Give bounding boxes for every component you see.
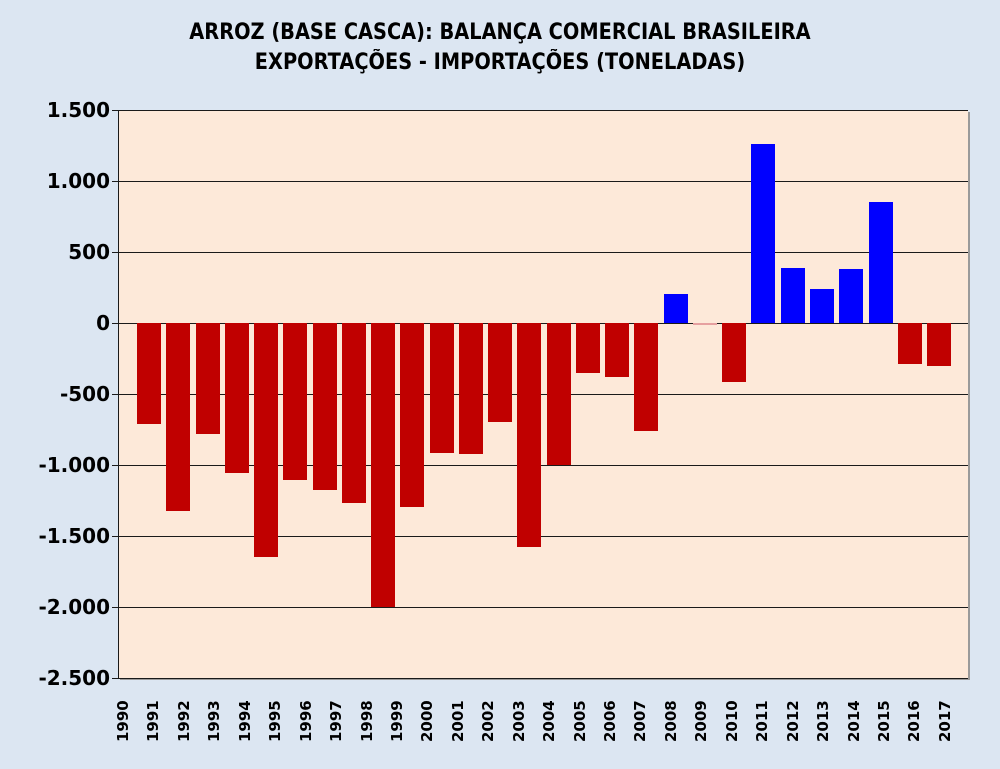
x-tick-label: 1996 [296,700,315,742]
bar-1995 [283,323,308,480]
bar-2007 [634,323,659,431]
y-tick-label: 1.500 [46,98,110,122]
bar-2013 [809,289,834,323]
gridline [118,252,968,253]
gridline [118,465,968,466]
y-tick-label: -1.500 [38,524,110,548]
bar-2001 [458,323,483,455]
y-tick-label: 500 [68,240,110,264]
bar-2010 [722,323,747,383]
bar-1991 [166,323,191,512]
y-tick-label: 1.000 [46,169,110,193]
x-tick-label: 2002 [479,700,498,742]
bar-2017 [927,323,952,367]
y-tick [112,536,118,537]
gridline [118,110,968,111]
x-tick-label: 1993 [205,700,224,742]
bar-2000 [429,323,454,454]
bar-2014 [839,269,864,323]
x-tick-label: 1994 [235,700,254,742]
x-tick-label: 2013 [814,700,833,742]
bar-1992 [195,323,220,435]
bar-1998 [371,323,396,608]
y-tick [112,323,118,324]
x-tick-label: 2008 [661,700,680,742]
x-tick-label: 2007 [631,700,650,742]
x-tick-label: 2017 [935,700,954,742]
y-tick [112,607,118,608]
y-tick-label: -2.000 [38,595,110,619]
bar-2016 [897,323,922,365]
plot-area [112,110,968,679]
bar-1996 [312,323,337,490]
x-tick-label: 2003 [509,700,528,742]
y-tick [112,394,118,395]
bar-2015 [868,201,893,323]
y-tick-label: -500 [59,382,110,406]
x-tick-label: 1995 [266,700,285,742]
gridline [118,607,968,608]
x-tick-label: 2005 [570,700,589,742]
y-tick [112,678,118,679]
y-tick-label: 0 [96,311,110,335]
x-tick-label: 2004 [540,700,559,742]
gridline [118,323,968,324]
x-tick-label: 1991 [144,700,163,742]
y-tick [112,252,118,253]
x-tick-label: 1998 [357,700,376,742]
x-tick-label: 2000 [418,700,437,742]
bar-2012 [780,268,805,323]
bar-2005 [575,323,600,373]
chart-title: ARROZ (BASE CASCA): BALANÇA COMERCIAL BR… [189,20,811,45]
bar-1993 [224,323,249,473]
bar-2008 [663,294,688,323]
bar-2009 [692,323,717,325]
y-tick-label: -2.500 [38,666,110,690]
x-tick-label: 1992 [174,700,193,742]
bar-1994 [254,323,279,558]
x-tick-label: 1990 [114,700,132,742]
bar-2002 [488,323,513,422]
x-tick-label: 2009 [692,700,711,742]
y-tick [112,465,118,466]
y-tick-label: -1.000 [38,453,110,477]
gridline [118,536,968,537]
chart-subtitle: EXPORTAÇÕES - IMPORTAÇÕES (TONELADAS) [254,50,746,75]
x-tick-label: 2011 [753,700,772,742]
x-tick-label: 2012 [783,700,802,742]
x-tick-label: 1997 [327,700,346,742]
bar-2006 [605,323,630,377]
x-tick-label: 1999 [387,700,406,742]
x-tick-label: 2006 [601,700,620,742]
y-tick [112,181,118,182]
x-tick-label: 2010 [722,700,741,742]
gridline [118,678,968,679]
x-tick-label: 2001 [448,700,467,742]
y-tick [112,110,118,111]
bar-1997 [341,323,366,504]
bar-2011 [751,144,776,323]
bar-1990 [137,323,161,424]
gridline [118,394,968,395]
x-tick-label: 2015 [875,700,893,742]
gridline [118,181,968,182]
x-tick-label: 2016 [905,700,924,742]
x-tick-label: 2014 [844,700,863,742]
bar-2004 [546,323,571,466]
bar-2003 [517,323,542,548]
bar-1999 [400,323,425,508]
